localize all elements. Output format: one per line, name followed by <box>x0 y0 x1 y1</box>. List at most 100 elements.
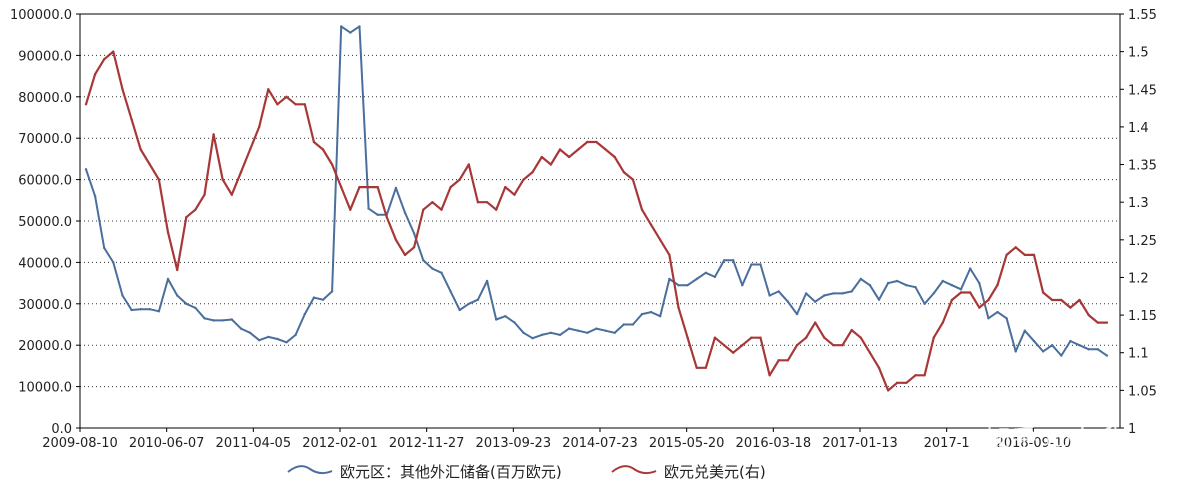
data-point-reserves <box>759 263 762 266</box>
data-point-reserves <box>996 310 999 314</box>
data-point-reserves <box>239 327 243 330</box>
data-point-reserves <box>103 246 106 250</box>
data-point-eurusd <box>203 193 206 196</box>
right-tick-label: 1.3 <box>1128 196 1149 211</box>
data-point-eurusd <box>330 163 334 166</box>
x-tick-label: 2015-05-20 <box>649 436 725 451</box>
left-tick-label: 20000.0 <box>18 339 72 354</box>
data-point-eurusd <box>476 201 480 204</box>
data-point-reserves <box>376 213 379 216</box>
data-point-reserves <box>221 319 224 322</box>
data-point-reserves <box>668 277 671 281</box>
data-point-reserves <box>969 267 972 270</box>
data-point-reserves <box>622 323 625 326</box>
data-point-eurusd <box>467 163 470 166</box>
data-point-reserves <box>604 329 607 332</box>
data-point-eurusd <box>595 140 598 144</box>
data-point-reserves <box>403 211 407 214</box>
data-point-reserves <box>340 25 343 28</box>
data-point-reserves <box>558 333 562 337</box>
data-point-reserves <box>440 271 443 274</box>
data-point-reserves <box>276 337 279 341</box>
data-point-reserves <box>886 281 890 285</box>
data-point-reserves <box>531 337 534 340</box>
data-point-reserves <box>841 292 844 295</box>
data-point-eurusd <box>321 148 325 151</box>
data-point-eurusd <box>340 185 343 189</box>
data-point-reserves <box>868 284 872 287</box>
watermark-text: 知乎 @东升 <box>985 425 1123 455</box>
data-point-eurusd <box>732 351 735 354</box>
data-point-reserves <box>495 318 498 321</box>
data-point-eurusd <box>458 178 461 181</box>
data-point-eurusd <box>996 283 999 287</box>
data-point-reserves <box>540 333 543 337</box>
data-point-eurusd <box>1041 291 1045 294</box>
data-point-eurusd <box>385 216 388 219</box>
data-point-reserves <box>212 319 215 322</box>
data-point-reserves <box>1096 348 1100 351</box>
data-point-reserves <box>595 327 598 330</box>
x-tick-label: 2010-06-07 <box>129 436 205 451</box>
data-point-reserves <box>732 259 735 262</box>
data-point-reserves <box>176 294 179 297</box>
data-point-eurusd <box>1087 313 1090 317</box>
data-point-reserves <box>1051 344 1054 347</box>
data-point-reserves <box>84 168 88 171</box>
data-point-eurusd <box>877 366 881 369</box>
data-point-eurusd <box>640 208 644 211</box>
data-point-reserves <box>349 31 352 34</box>
data-point-reserves <box>549 331 553 334</box>
data-point-reserves <box>93 195 97 198</box>
data-point-eurusd <box>777 359 780 362</box>
data-point-reserves <box>194 306 197 310</box>
data-point-eurusd <box>814 321 817 324</box>
data-point-eurusd <box>221 178 224 181</box>
data-point-reserves <box>959 288 963 291</box>
data-point-reserves <box>1078 344 1081 347</box>
left-tick-label: 30000.0 <box>18 298 72 313</box>
right-tick-label: 1.35 <box>1128 159 1157 174</box>
data-point-eurusd <box>540 155 543 159</box>
data-point-reserves <box>139 308 142 311</box>
data-point-eurusd <box>987 298 990 302</box>
data-point-eurusd <box>932 336 935 339</box>
data-point-reserves <box>1023 329 1026 332</box>
x-axis-ticks: 2009-08-10 2010-06-07 2011-04-05 2012-02-01… <box>42 428 1071 451</box>
data-point-reserves <box>850 290 853 293</box>
left-tick-label: 0.0 <box>51 422 72 437</box>
left-tick-label: 70000.0 <box>18 132 72 147</box>
data-point-reserves <box>476 298 480 301</box>
data-point-reserves <box>294 333 297 337</box>
left-tick-label: 40000.0 <box>18 256 72 271</box>
x-tick-label: 2011-04-05 <box>216 436 292 451</box>
data-point-reserves <box>513 321 516 324</box>
data-point-eurusd <box>403 253 407 257</box>
data-point-eurusd <box>1096 321 1100 324</box>
data-point-reserves <box>394 186 398 190</box>
x-tick-label: 2017-1 <box>924 436 970 451</box>
data-point-reserves <box>321 298 325 301</box>
data-point-eurusd <box>440 208 443 211</box>
data-point-reserves <box>112 261 115 264</box>
data-point-reserves <box>1014 350 1017 353</box>
data-point-eurusd <box>239 170 243 174</box>
plot-frame <box>79 13 1121 429</box>
right-axis-ticks: 1 1.05 1.1 1.15 1.2 1.25 1.3 1.35 1.4 1.45 1.5 1.55 <box>1120 8 1157 437</box>
data-point-eurusd <box>422 208 425 211</box>
data-point-eurusd <box>677 306 680 309</box>
left-tick-label: 80000.0 <box>18 91 72 106</box>
legend-item-reserves: 欧元区：其他外汇储备(百万欧元) <box>287 463 562 481</box>
data-point-eurusd <box>896 381 899 384</box>
data-point-eurusd <box>577 148 580 151</box>
data-point-reserves <box>795 312 799 316</box>
data-point-eurusd <box>631 178 635 181</box>
data-point-reserves <box>121 294 124 297</box>
data-point-eurusd <box>622 170 625 174</box>
data-point-reserves <box>941 279 944 283</box>
data-point-eurusd <box>121 88 124 91</box>
right-tick-label: 1.5 <box>1128 46 1149 61</box>
left-tick-label: 50000.0 <box>18 215 72 230</box>
data-point-reserves <box>258 339 261 342</box>
